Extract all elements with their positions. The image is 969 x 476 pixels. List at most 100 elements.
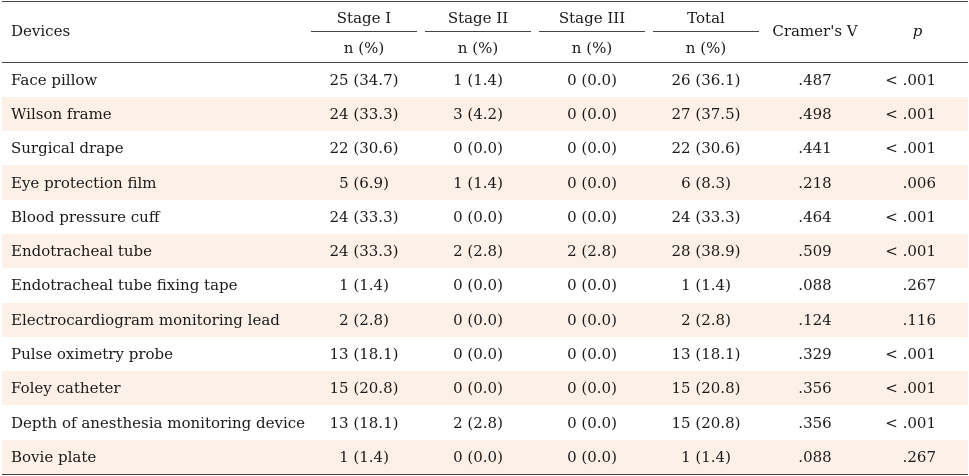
cramers-v-cell: .088: [798, 276, 832, 295]
col-stage-1-label: Stage I: [311, 9, 417, 32]
p-value-cell: < .001: [885, 207, 936, 226]
stage-3-cell: 0 (0.0): [567, 70, 617, 89]
p-value-cell: .267: [902, 276, 936, 295]
table-row: Pulse oximetry probe 13 (18.1) 0 (0.0) 0 (0…: [2, 337, 968, 371]
table-row: Electrocardiogram monitoring lead 2 (2.8)…: [2, 302, 968, 337]
total-cell: 15 (20.8): [671, 413, 741, 432]
stage-1-cell: 15 (20.8): [329, 379, 399, 398]
stage-2-cell: 2 (2.8): [453, 242, 503, 261]
cramers-v-cell: .487: [798, 70, 832, 89]
col-total: Total: [649, 2, 763, 35]
device-cell: Foley catheter: [11, 379, 121, 398]
table-row: Depth of anesthesia monitoring device 13 …: [2, 405, 968, 439]
cramers-v-cell: .498: [798, 104, 832, 123]
stage-2-cell: 1 (1.4): [453, 70, 503, 89]
device-cell: Wilson frame: [11, 104, 112, 123]
total-cell: 27 (37.5): [671, 104, 741, 123]
stage-2-cell: 0 (0.0): [453, 345, 503, 364]
cramers-v-cell: .509: [798, 242, 832, 261]
total-cell: 26 (36.1): [671, 70, 741, 89]
device-cell: Blood pressure cuff: [11, 207, 160, 226]
p-value-cell: < .001: [885, 242, 936, 261]
table-row: Endotracheal tube fixing tape 1 (1.4) 0 (0…: [2, 268, 968, 302]
table-row: Wilson frame 24 (33.3) 3 (4.2) 0 (0.0) 27 (3…: [2, 96, 968, 132]
stage-3-cell: 0 (0.0): [567, 276, 617, 295]
stage-3-cell: 0 (0.0): [567, 310, 617, 329]
cramers-v-cell: .329: [798, 345, 832, 364]
device-cell: Depth of anesthesia monitoring device: [11, 413, 306, 432]
table-row: Eye protection film 5 (6.9) 1 (1.4) 0 (0.0)…: [2, 165, 968, 200]
stage-1-cell: 24 (33.3): [329, 207, 399, 226]
device-cell: Pulse oximetry probe: [11, 345, 174, 364]
stage-1-cell: 22 (30.6): [329, 139, 399, 158]
col-stage-2-label: Stage II: [425, 9, 531, 32]
total-cell: 28 (38.9): [671, 242, 741, 261]
p-value-cell: .267: [902, 447, 936, 466]
stage-1-cell: 13 (18.1): [329, 413, 399, 432]
stage-1-cell: 1 (1.4): [339, 447, 389, 466]
device-cell: Electrocardiogram monitoring lead: [11, 310, 280, 329]
total-cell: 22 (30.6): [671, 139, 741, 158]
table-body: Face pillow 25 (34.7) 1 (1.4) 0 (0.0) 26 (36…: [2, 63, 968, 475]
col-p: p: [912, 22, 923, 40]
col-stage-3-label: Stage III: [539, 9, 645, 32]
cramers-v-cell: .218: [798, 173, 832, 192]
p-value-cell: < .001: [885, 345, 936, 364]
stage-1-cell: 5 (6.9): [339, 173, 389, 192]
sub-header-n-percent: n (%): [457, 39, 499, 57]
stage-3-cell: 0 (0.0): [567, 413, 617, 432]
stage-2-cell: 0 (0.0): [453, 379, 503, 398]
stage-3-cell: 0 (0.0): [567, 447, 617, 466]
stage-2-cell: 0 (0.0): [453, 310, 503, 329]
stage-2-cell: 2 (2.8): [453, 413, 503, 432]
stage-3-cell: 0 (0.0): [567, 104, 617, 123]
device-cell: Eye protection film: [11, 173, 157, 192]
stage-2-cell: 3 (4.2): [453, 104, 503, 123]
total-cell: 13 (18.1): [671, 345, 741, 364]
col-devices: Devices: [11, 22, 71, 40]
stage-1-cell: 13 (18.1): [329, 345, 399, 364]
col-cramers-v: Cramer's V: [772, 22, 858, 40]
table-row: Foley catheter 15 (20.8) 0 (0.0) 0 (0.0) 15 …: [2, 371, 968, 406]
table-row: Endotracheal tube 24 (33.3) 2 (2.8) 2 (2.8)…: [2, 233, 968, 269]
stage-1-cell: 24 (33.3): [329, 242, 399, 261]
table-row: Face pillow 25 (34.7) 1 (1.4) 0 (0.0) 26 (36…: [2, 63, 968, 97]
stage-3-cell: 0 (0.0): [567, 379, 617, 398]
stage-3-cell: 2 (2.8): [567, 242, 617, 261]
stage-1-cell: 2 (2.8): [339, 310, 389, 329]
stage-3-cell: 0 (0.0): [567, 345, 617, 364]
stage-1-cell: 25 (34.7): [329, 70, 399, 89]
table-row: Surgical drape 22 (30.6) 0 (0.0) 0 (0.0) 22 …: [2, 131, 968, 165]
device-cell: Face pillow: [11, 70, 98, 89]
total-cell: 1 (1.4): [681, 276, 731, 295]
p-value-cell: < .001: [885, 104, 936, 123]
p-value-cell: < .001: [885, 70, 936, 89]
device-cell: Bovie plate: [11, 447, 97, 466]
stage-3-cell: 0 (0.0): [567, 173, 617, 192]
cramers-v-cell: .124: [798, 310, 832, 329]
stage-2-cell: 1 (1.4): [453, 173, 503, 192]
stage-2-cell: 0 (0.0): [453, 276, 503, 295]
device-cell: Surgical drape: [11, 139, 124, 158]
stage-3-cell: 0 (0.0): [567, 139, 617, 158]
stage-1-cell: 1 (1.4): [339, 276, 389, 295]
device-cell: Endotracheal tube fixing tape: [11, 276, 238, 295]
table-header: Devices Stage I Stage II Stage III Total…: [2, 1, 968, 63]
cramers-v-cell: .356: [798, 379, 832, 398]
p-value-cell: < .001: [885, 139, 936, 158]
cramers-v-cell: .356: [798, 413, 832, 432]
total-cell: 2 (2.8): [681, 310, 731, 329]
stage-2-cell: 0 (0.0): [453, 207, 503, 226]
cramers-v-cell: .088: [798, 447, 832, 466]
total-cell: 1 (1.4): [681, 447, 731, 466]
p-value-cell: < .001: [885, 379, 936, 398]
col-stage-1: Stage I: [307, 2, 421, 35]
table-row: Blood pressure cuff 24 (33.3) 0 (0.0) 0 (0.…: [2, 200, 968, 234]
total-cell: 6 (8.3): [681, 173, 731, 192]
total-cell: 24 (33.3): [671, 207, 741, 226]
cramers-v-cell: .441: [798, 139, 832, 158]
device-cell: Endotracheal tube: [11, 242, 152, 261]
sub-header-n-percent: n (%): [571, 39, 613, 57]
table-row: Bovie plate 1 (1.4) 0 (0.0) 0 (0.0) 1 (1.4).…: [2, 439, 968, 475]
